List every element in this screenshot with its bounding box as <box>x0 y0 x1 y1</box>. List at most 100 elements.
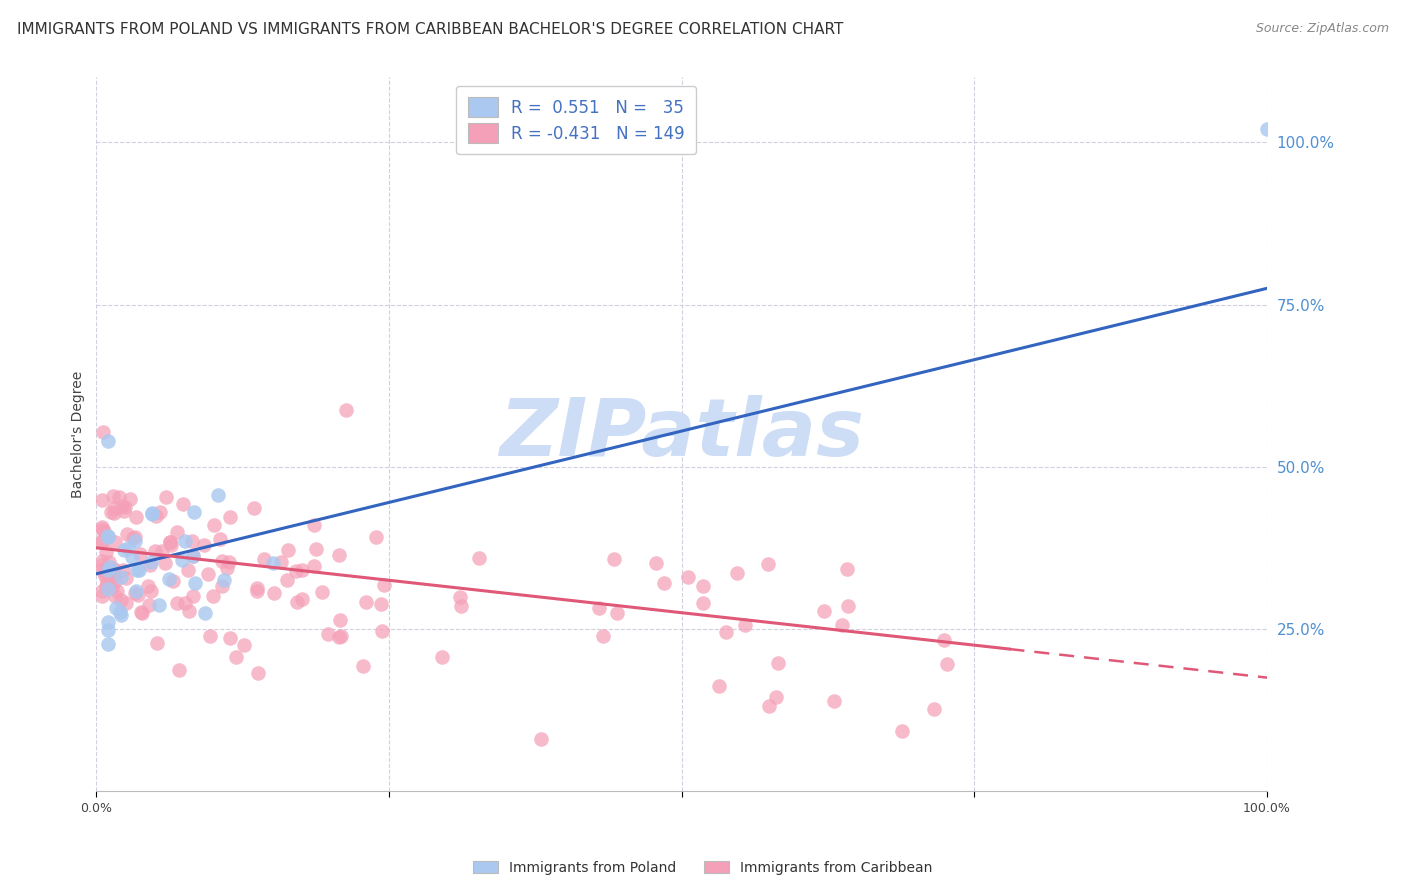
Point <box>103 562 125 576</box>
Point <box>218 555 240 569</box>
Point <box>139 583 162 598</box>
Point <box>246 584 269 599</box>
Point <box>124 530 146 544</box>
Point <box>166 525 188 540</box>
Point <box>183 506 205 520</box>
Point <box>606 606 628 620</box>
Point <box>824 694 846 708</box>
Point <box>101 490 124 504</box>
Point <box>91 563 114 577</box>
Point <box>692 579 714 593</box>
Point <box>91 554 114 568</box>
Point <box>127 589 149 603</box>
Point <box>302 518 325 533</box>
Point <box>153 556 176 570</box>
Point <box>758 699 780 714</box>
Point <box>91 493 114 508</box>
Point <box>157 572 180 586</box>
Point <box>218 631 240 645</box>
Point <box>110 608 132 623</box>
Point <box>725 566 748 580</box>
Point <box>891 724 914 739</box>
Point <box>530 732 553 747</box>
Point <box>98 567 121 582</box>
Point <box>831 618 853 632</box>
Point <box>97 434 120 448</box>
Point <box>356 595 378 609</box>
Point <box>93 524 115 538</box>
Point <box>207 488 229 502</box>
Point <box>114 597 136 611</box>
Point <box>603 552 626 566</box>
Point <box>97 582 120 597</box>
Point <box>121 549 143 564</box>
Point <box>124 533 146 548</box>
Point <box>202 517 225 532</box>
Point <box>91 522 114 536</box>
Point <box>118 492 141 507</box>
Point <box>328 548 350 562</box>
Point <box>263 586 285 600</box>
Point <box>94 568 117 582</box>
Point <box>91 534 114 549</box>
Legend: Immigrants from Poland, Immigrants from Caribbean: Immigrants from Poland, Immigrants from … <box>468 855 938 880</box>
Point <box>766 656 789 670</box>
Point <box>110 570 132 584</box>
Point <box>588 600 610 615</box>
Point <box>136 579 159 593</box>
Point <box>277 542 299 557</box>
Point <box>112 563 135 577</box>
Point <box>91 534 114 549</box>
Point <box>291 591 314 606</box>
Point <box>117 541 139 555</box>
Point <box>813 604 835 618</box>
Point <box>103 563 125 577</box>
Point <box>103 500 125 515</box>
Point <box>654 575 676 590</box>
Point <box>91 425 114 440</box>
Point <box>211 579 233 593</box>
Point <box>253 552 276 566</box>
Point <box>709 679 731 693</box>
Point <box>449 590 471 604</box>
Point <box>173 596 195 610</box>
Point <box>179 604 201 618</box>
Point <box>714 625 737 640</box>
Point <box>194 607 217 621</box>
Point <box>110 593 132 607</box>
Point <box>97 554 120 568</box>
Point <box>104 589 127 603</box>
Point <box>225 650 247 665</box>
Point <box>100 505 122 519</box>
Point <box>115 527 138 541</box>
Point <box>129 605 152 619</box>
Point <box>270 555 292 569</box>
Point <box>124 586 146 600</box>
Point <box>127 563 149 577</box>
Point <box>145 509 167 524</box>
Point <box>430 650 453 665</box>
Point <box>935 657 957 671</box>
Point <box>173 533 195 548</box>
Point <box>645 556 668 570</box>
Point <box>468 551 491 566</box>
Point <box>922 702 945 716</box>
Point <box>108 605 131 619</box>
Point <box>291 563 314 577</box>
Point <box>262 557 284 571</box>
Point <box>276 573 298 587</box>
Point <box>335 403 357 417</box>
Point <box>97 529 120 543</box>
Point <box>96 579 118 593</box>
Point <box>103 506 125 520</box>
Point <box>91 558 114 573</box>
Point <box>152 544 174 558</box>
Point <box>97 637 120 651</box>
Point <box>316 627 339 641</box>
Point <box>202 590 225 604</box>
Point <box>112 504 135 518</box>
Point <box>155 491 177 505</box>
Point <box>193 538 215 552</box>
Point <box>242 500 264 515</box>
Point <box>94 568 117 582</box>
